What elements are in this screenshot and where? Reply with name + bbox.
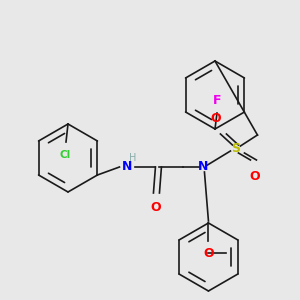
Text: N: N bbox=[122, 160, 132, 172]
Text: F: F bbox=[213, 94, 221, 107]
Text: S: S bbox=[231, 142, 240, 155]
Text: O: O bbox=[150, 201, 161, 214]
Text: N: N bbox=[198, 160, 208, 173]
Text: O: O bbox=[210, 112, 221, 125]
Text: Cl: Cl bbox=[59, 150, 70, 160]
Text: O: O bbox=[203, 247, 214, 260]
Text: H: H bbox=[129, 153, 137, 163]
Text: O: O bbox=[249, 170, 260, 183]
